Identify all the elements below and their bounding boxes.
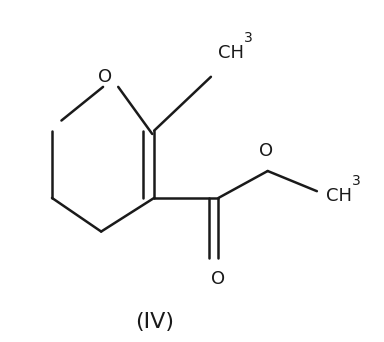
Text: (IV): (IV): [135, 312, 174, 332]
Text: 3: 3: [352, 174, 361, 188]
Text: 3: 3: [244, 31, 253, 45]
Text: CH: CH: [218, 44, 245, 62]
Text: O: O: [98, 68, 112, 86]
Text: CH: CH: [326, 187, 353, 205]
Text: O: O: [212, 269, 225, 288]
Text: O: O: [259, 142, 273, 160]
